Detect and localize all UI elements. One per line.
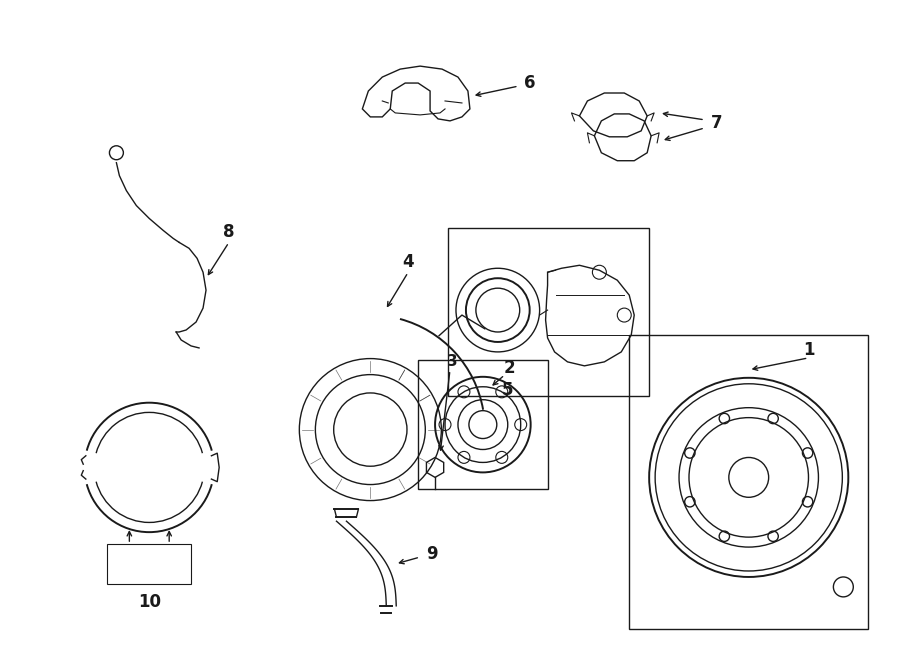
Text: 9: 9 xyxy=(427,545,438,563)
Text: 1: 1 xyxy=(803,341,815,359)
Bar xyxy=(448,229,649,396)
Bar xyxy=(629,335,868,629)
Bar xyxy=(418,360,547,489)
Text: 6: 6 xyxy=(524,74,536,92)
Bar xyxy=(107,544,191,584)
Text: 8: 8 xyxy=(223,223,235,241)
Text: 10: 10 xyxy=(138,593,161,611)
Text: 3: 3 xyxy=(446,354,457,369)
Text: 2: 2 xyxy=(504,359,516,377)
Text: 4: 4 xyxy=(402,253,414,271)
Text: 7: 7 xyxy=(711,114,723,132)
Text: 5: 5 xyxy=(502,381,514,399)
